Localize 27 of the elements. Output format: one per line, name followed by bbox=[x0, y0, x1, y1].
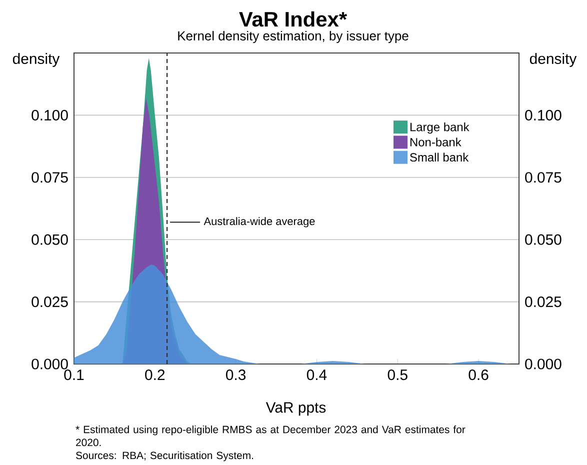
ref-line-label: Australia-wide average bbox=[204, 217, 315, 228]
chart-title: VaR Index* bbox=[239, 11, 348, 27]
x-tick-label: 0.3 bbox=[226, 370, 246, 380]
x-tick-label: 0.4 bbox=[306, 370, 327, 380]
y2-tick-label: 0.000 bbox=[525, 358, 562, 370]
y-tick-label: 0.100 bbox=[32, 110, 68, 120]
y-tick-label: 0.000 bbox=[32, 358, 68, 370]
legend-label: Non-bank bbox=[410, 138, 462, 146]
x-tick-label: 0.6 bbox=[468, 370, 488, 380]
y2-axis-title: density bbox=[530, 53, 577, 67]
x-tick-label: 0.1 bbox=[64, 370, 84, 380]
chart-subtitle: Kernel density estimation, by issuer type bbox=[178, 30, 408, 44]
y-axis-title: density bbox=[12, 53, 60, 67]
y-tick-label: 0.075 bbox=[32, 172, 68, 183]
y-tick-label: 0.050 bbox=[32, 234, 68, 245]
x-axis-title: VaR ppts bbox=[266, 402, 326, 416]
text: * Estimated using repo-eligible RMBS as at December 2023 and VaR estimates for 2020. bbox=[76, 426, 466, 446]
y2-tick-label: 0.025 bbox=[525, 296, 562, 308]
y2-tick-label: 0.100 bbox=[525, 110, 562, 120]
y2-tick-label: 0.050 bbox=[525, 234, 562, 245]
x-tick-label: 0.2 bbox=[145, 370, 165, 380]
legend-label: Large bank bbox=[410, 122, 470, 134]
source-note: Sources: RBA; Securitisation System. bbox=[76, 451, 254, 462]
x-tick-label: 0.5 bbox=[388, 370, 408, 380]
y-tick-label: 0.025 bbox=[32, 296, 68, 308]
legend-label: Small bank bbox=[410, 152, 469, 162]
y2-tick-label: 0.075 bbox=[525, 172, 562, 183]
